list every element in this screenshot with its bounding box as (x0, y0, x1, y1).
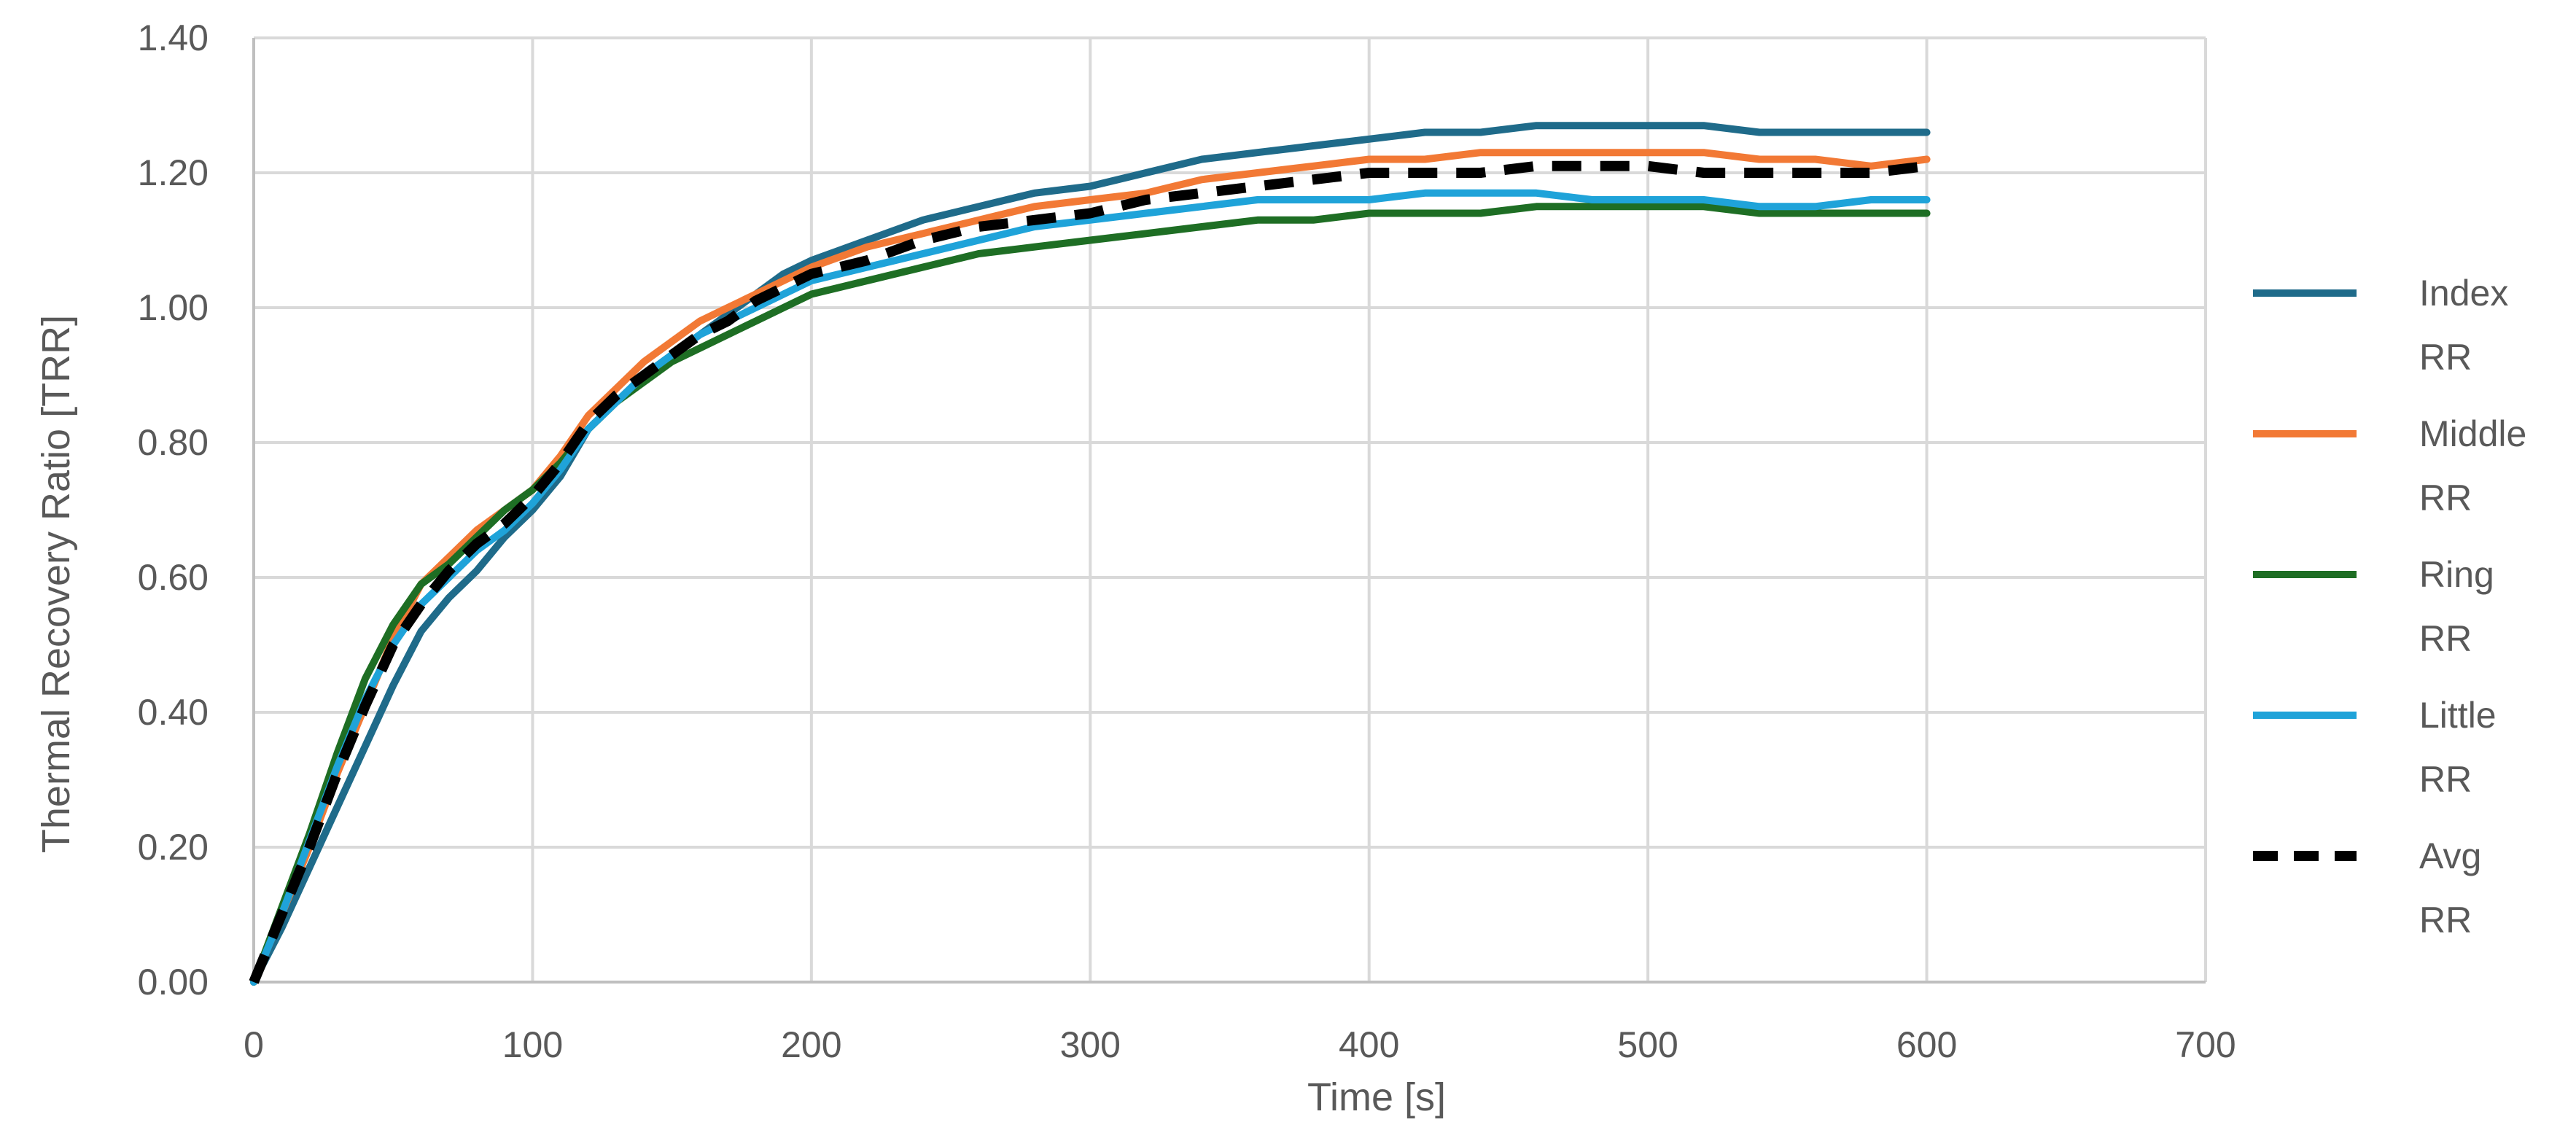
y-tick-label: 0.40 (138, 692, 209, 733)
y-tick-label: 0.60 (138, 557, 209, 598)
legend: Index RR Middle RR Ring RR Little RR Avg RR (2253, 273, 2526, 941)
y-tick-label: 1.20 (138, 152, 209, 193)
axes (252, 38, 2206, 984)
legend-label: RR (2419, 900, 2472, 941)
legend-label: RR (2419, 337, 2472, 378)
legend-label: RR (2419, 759, 2472, 800)
x-axis-title: Time [s] (1307, 1075, 1446, 1119)
x-tick-label: 300 (1060, 1024, 1121, 1065)
x-tick-label: 200 (781, 1024, 841, 1065)
series-line-avg-rr (249, 160, 1928, 984)
series-line-index-rr (250, 122, 1931, 986)
x-tick-label: 0 (244, 1024, 264, 1065)
y-axis-title: Thermal Recovery Ratio [TRR] (34, 315, 78, 853)
gridlines (254, 36, 2207, 982)
series-lines (249, 122, 1931, 986)
x-tick-label: 100 (502, 1024, 563, 1065)
series-line-ring-rr (250, 203, 1931, 986)
y-tick-label: 0.80 (138, 422, 209, 463)
y-tick-label: 0.20 (138, 827, 209, 868)
x-tick-label: 500 (1617, 1024, 1678, 1065)
legend-label: Ring (2419, 554, 2494, 595)
tick-labels: 0.00 0.20 0.40 0.60 0.80 1.00 1.20 1.40 0 100 200 3… (138, 17, 2236, 1065)
legend-label: RR (2419, 618, 2472, 659)
legend-label: Little (2419, 695, 2497, 736)
y-tick-label: 1.40 (138, 17, 209, 58)
x-tick-label: 700 (2175, 1024, 2235, 1065)
y-tick-label: 0.00 (138, 962, 209, 1002)
y-tick-label: 1.00 (138, 287, 209, 328)
legend-label: RR (2419, 478, 2472, 518)
x-tick-label: 600 (1896, 1024, 1957, 1065)
x-tick-label: 400 (1339, 1024, 1399, 1065)
legend-label: Index (2419, 273, 2508, 314)
legend-label: Middle (2419, 413, 2526, 454)
legend-label: Avg (2419, 836, 2481, 876)
